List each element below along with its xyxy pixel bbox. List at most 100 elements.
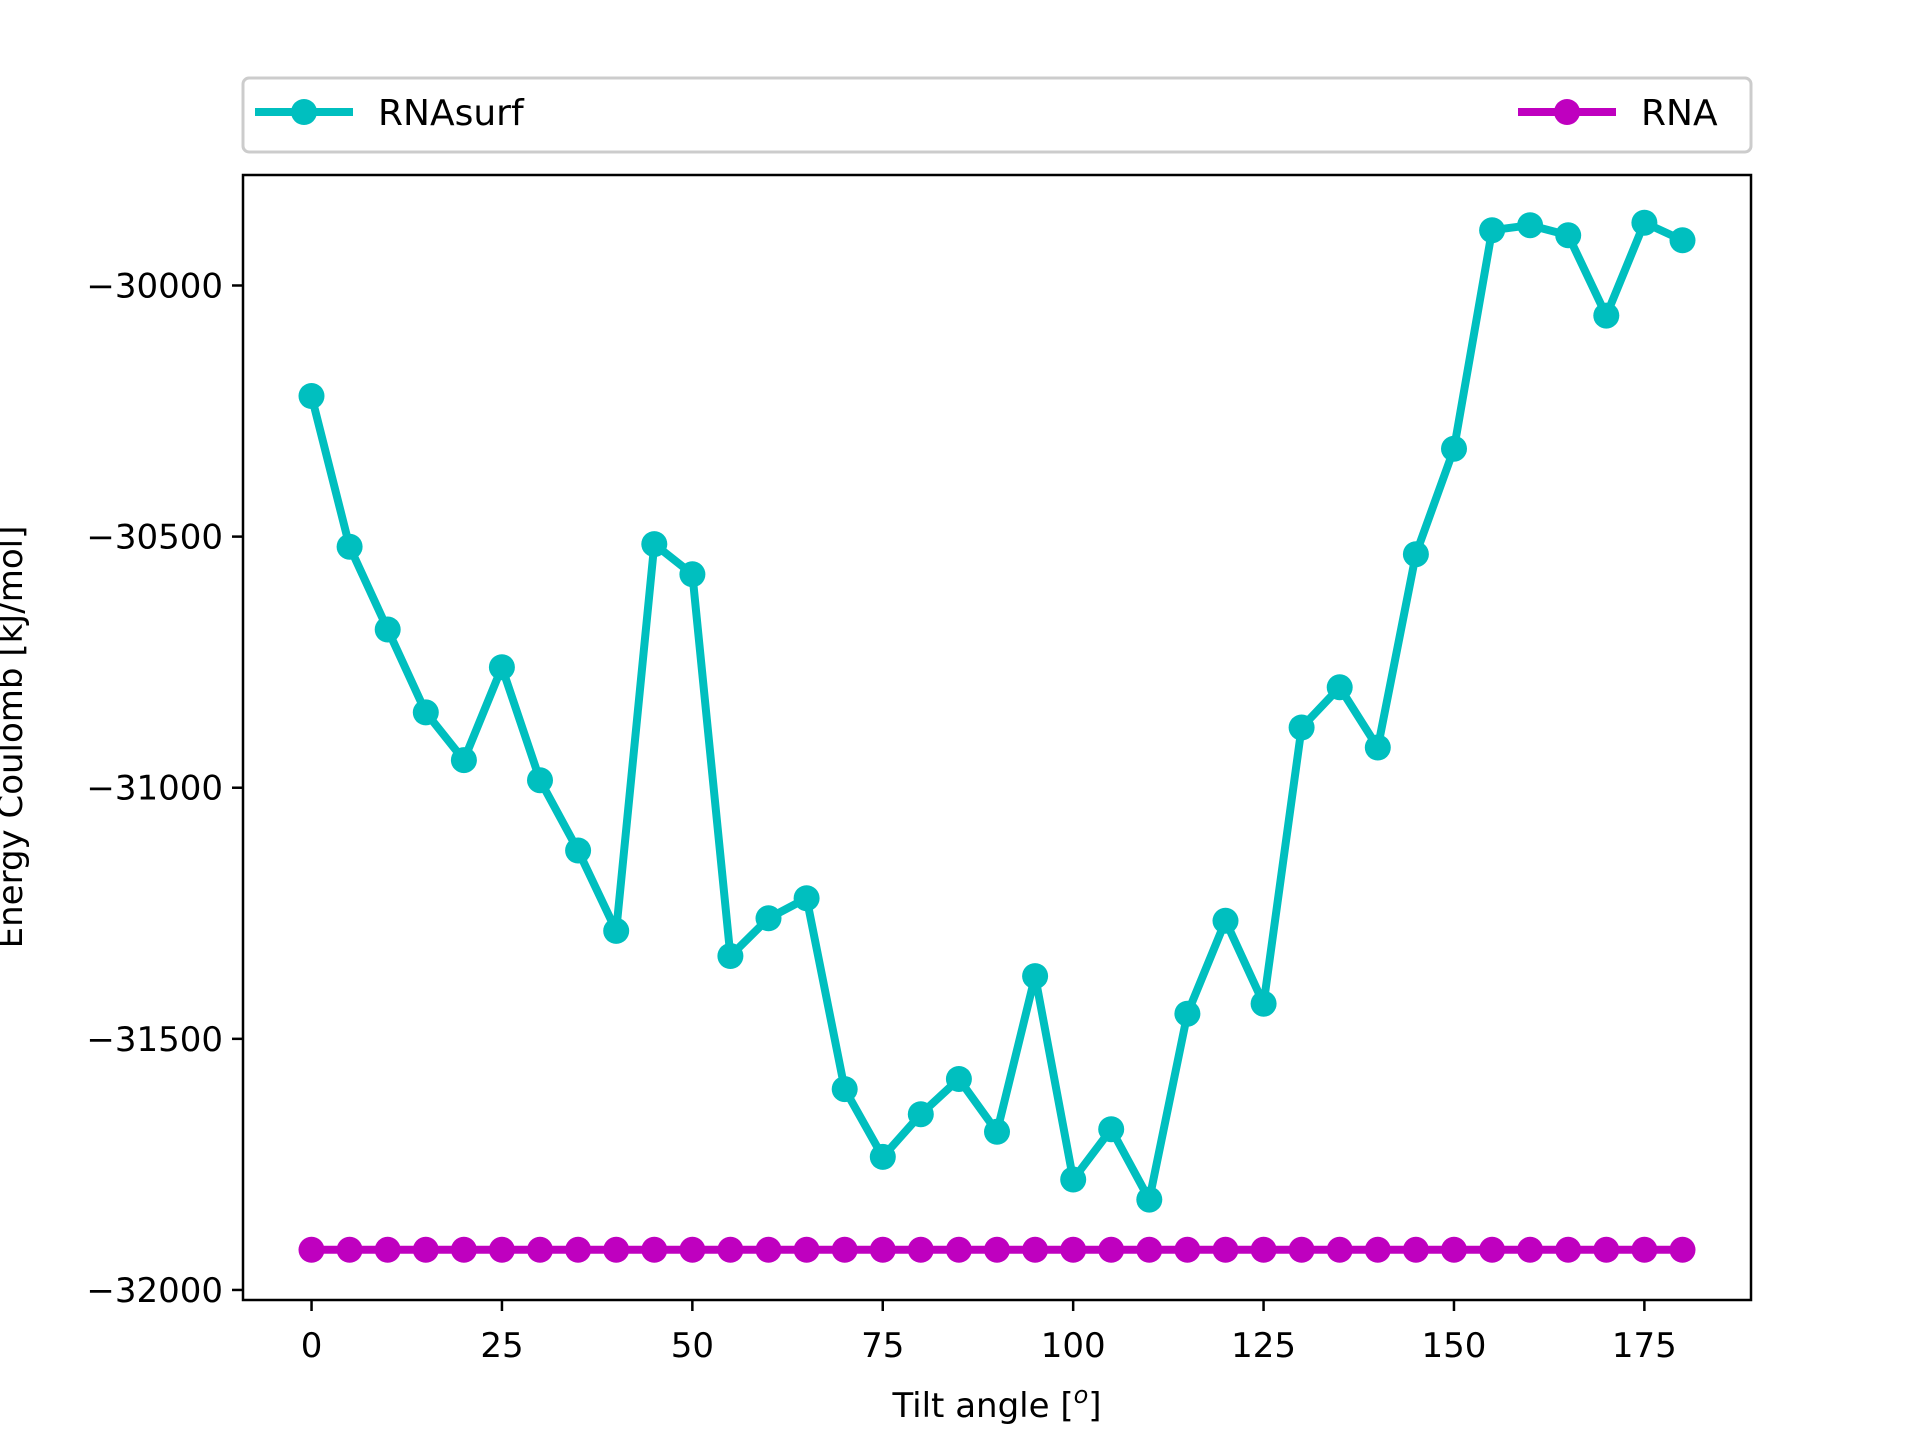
x-tick-label: 150 [1422,1326,1487,1366]
data-point-rna [336,1236,363,1263]
data-point-rna [831,1236,858,1263]
data-point-rnasurf [1364,734,1391,761]
data-point-rna [1402,1236,1429,1263]
data-point-rna [641,1236,668,1263]
data-point-rna [450,1236,477,1263]
data-point-rnasurf [565,837,592,864]
data-point-rna [1517,1236,1544,1263]
legend-entry-rna: RNA [1518,93,1718,134]
data-point-rna [603,1236,630,1263]
data-point-rnasurf [1098,1116,1125,1143]
data-point-rnasurf [1593,302,1620,329]
data-point-rna [1669,1236,1696,1263]
x-tick-label: 50 [671,1326,714,1366]
data-point-rna [1288,1236,1315,1263]
data-point-rna [679,1236,706,1263]
data-point-rna [1250,1236,1277,1263]
data-point-rnasurf [831,1076,858,1103]
data-point-rnasurf [1174,1000,1201,1027]
x-tick-label: 175 [1612,1326,1677,1366]
data-point-rna [1022,1236,1049,1263]
data-point-rna [1555,1236,1582,1263]
data-point-rna [793,1236,820,1263]
legend-label-rna: RNA [1641,93,1718,134]
data-point-rnasurf [641,531,668,558]
data-point-rnasurf [984,1118,1010,1145]
series-rnasurf [298,209,1696,1213]
data-point-rna [565,1236,592,1263]
data-point-rnasurf [869,1143,896,1170]
data-point-rnasurf [1479,217,1506,244]
y-tick-label: −31500 [86,1020,223,1060]
data-point-rnasurf [1631,209,1658,236]
data-point-rna [488,1236,515,1263]
data-point-rnasurf [336,533,363,560]
data-point-rna [755,1236,782,1263]
legend-entry-rnasurf: RNAsurf [255,93,525,134]
data-point-rna [1136,1236,1163,1263]
legend-marker-rnasurf [291,99,317,125]
y-tick-label: −30500 [86,518,223,558]
data-point-rnasurf [1060,1166,1087,1193]
data-point-rna [527,1236,553,1263]
legend-marker-rna [1554,99,1580,125]
y-tick-label: −31000 [86,769,223,809]
data-point-rnasurf [679,561,706,588]
axis-ticks: 0 25 50 75 100 125 150 175 −30000 −30500 −31000 −31… [86,266,1676,1366]
x-axis-title: Tilt angle [o] [891,1381,1101,1426]
x-tick-label: 0 [301,1326,323,1366]
data-point-rna [945,1236,972,1263]
x-axis-title-sup: o [1074,1381,1089,1409]
data-point-rnasurf [1212,907,1239,934]
data-point-rnasurf [717,943,744,969]
data-point-rnasurf [527,767,553,794]
data-point-rna [1364,1236,1391,1263]
x-tick-label: 75 [861,1326,904,1366]
x-tick-label: 125 [1231,1326,1296,1366]
x-axis-title-end: ] [1088,1386,1101,1426]
legend-label-rnasurf: RNAsurf [378,93,525,134]
data-point-rnasurf [374,616,401,643]
series-line-rnasurf [307,218,1685,1204]
data-point-rna [1212,1236,1239,1263]
data-point-rna [1098,1236,1125,1263]
data-point-rna [1593,1236,1620,1263]
data-point-rna [1060,1236,1087,1263]
y-tick-label: −30000 [86,266,223,306]
data-point-rna [1479,1236,1506,1263]
data-point-rnasurf [1288,714,1315,741]
x-axis-title-text: Tilt angle [ [891,1386,1073,1426]
data-point-rnasurf [907,1101,934,1128]
data-point-rnasurf [450,747,477,774]
data-point-rnasurf [755,905,782,932]
data-point-rna [1631,1236,1658,1263]
data-point-rnasurf [1441,435,1467,462]
x-tick-label: 25 [480,1326,523,1366]
x-tick-label: 100 [1041,1326,1106,1366]
data-point-rnasurf [1250,990,1277,1017]
data-point-rnasurf [1326,674,1353,701]
data-point-rnasurf [488,654,515,681]
data-point-rnasurf [945,1066,972,1092]
data-point-rnasurf [1022,963,1049,990]
data-point-rnasurf [793,885,820,912]
data-point-rna [907,1236,934,1263]
data-point-rnasurf [603,917,630,944]
data-point-rna [1174,1236,1201,1263]
y-tick-label: −32000 [86,1271,223,1311]
data-point-rnasurf [1402,541,1429,568]
data-point-rnasurf [1136,1186,1163,1213]
data-point-rna [717,1236,744,1263]
series-layer [298,209,1696,1263]
data-point-rna [1441,1236,1467,1263]
data-point-rna [869,1236,896,1263]
data-point-rnasurf [1555,222,1582,249]
data-point-rnasurf [1517,212,1544,239]
data-point-rna [374,1236,401,1263]
data-point-rnasurf [298,383,325,409]
series-rna [298,1236,1696,1263]
data-point-rna [984,1236,1010,1263]
data-point-rna [298,1236,325,1263]
plot-frame [241,173,1753,1302]
